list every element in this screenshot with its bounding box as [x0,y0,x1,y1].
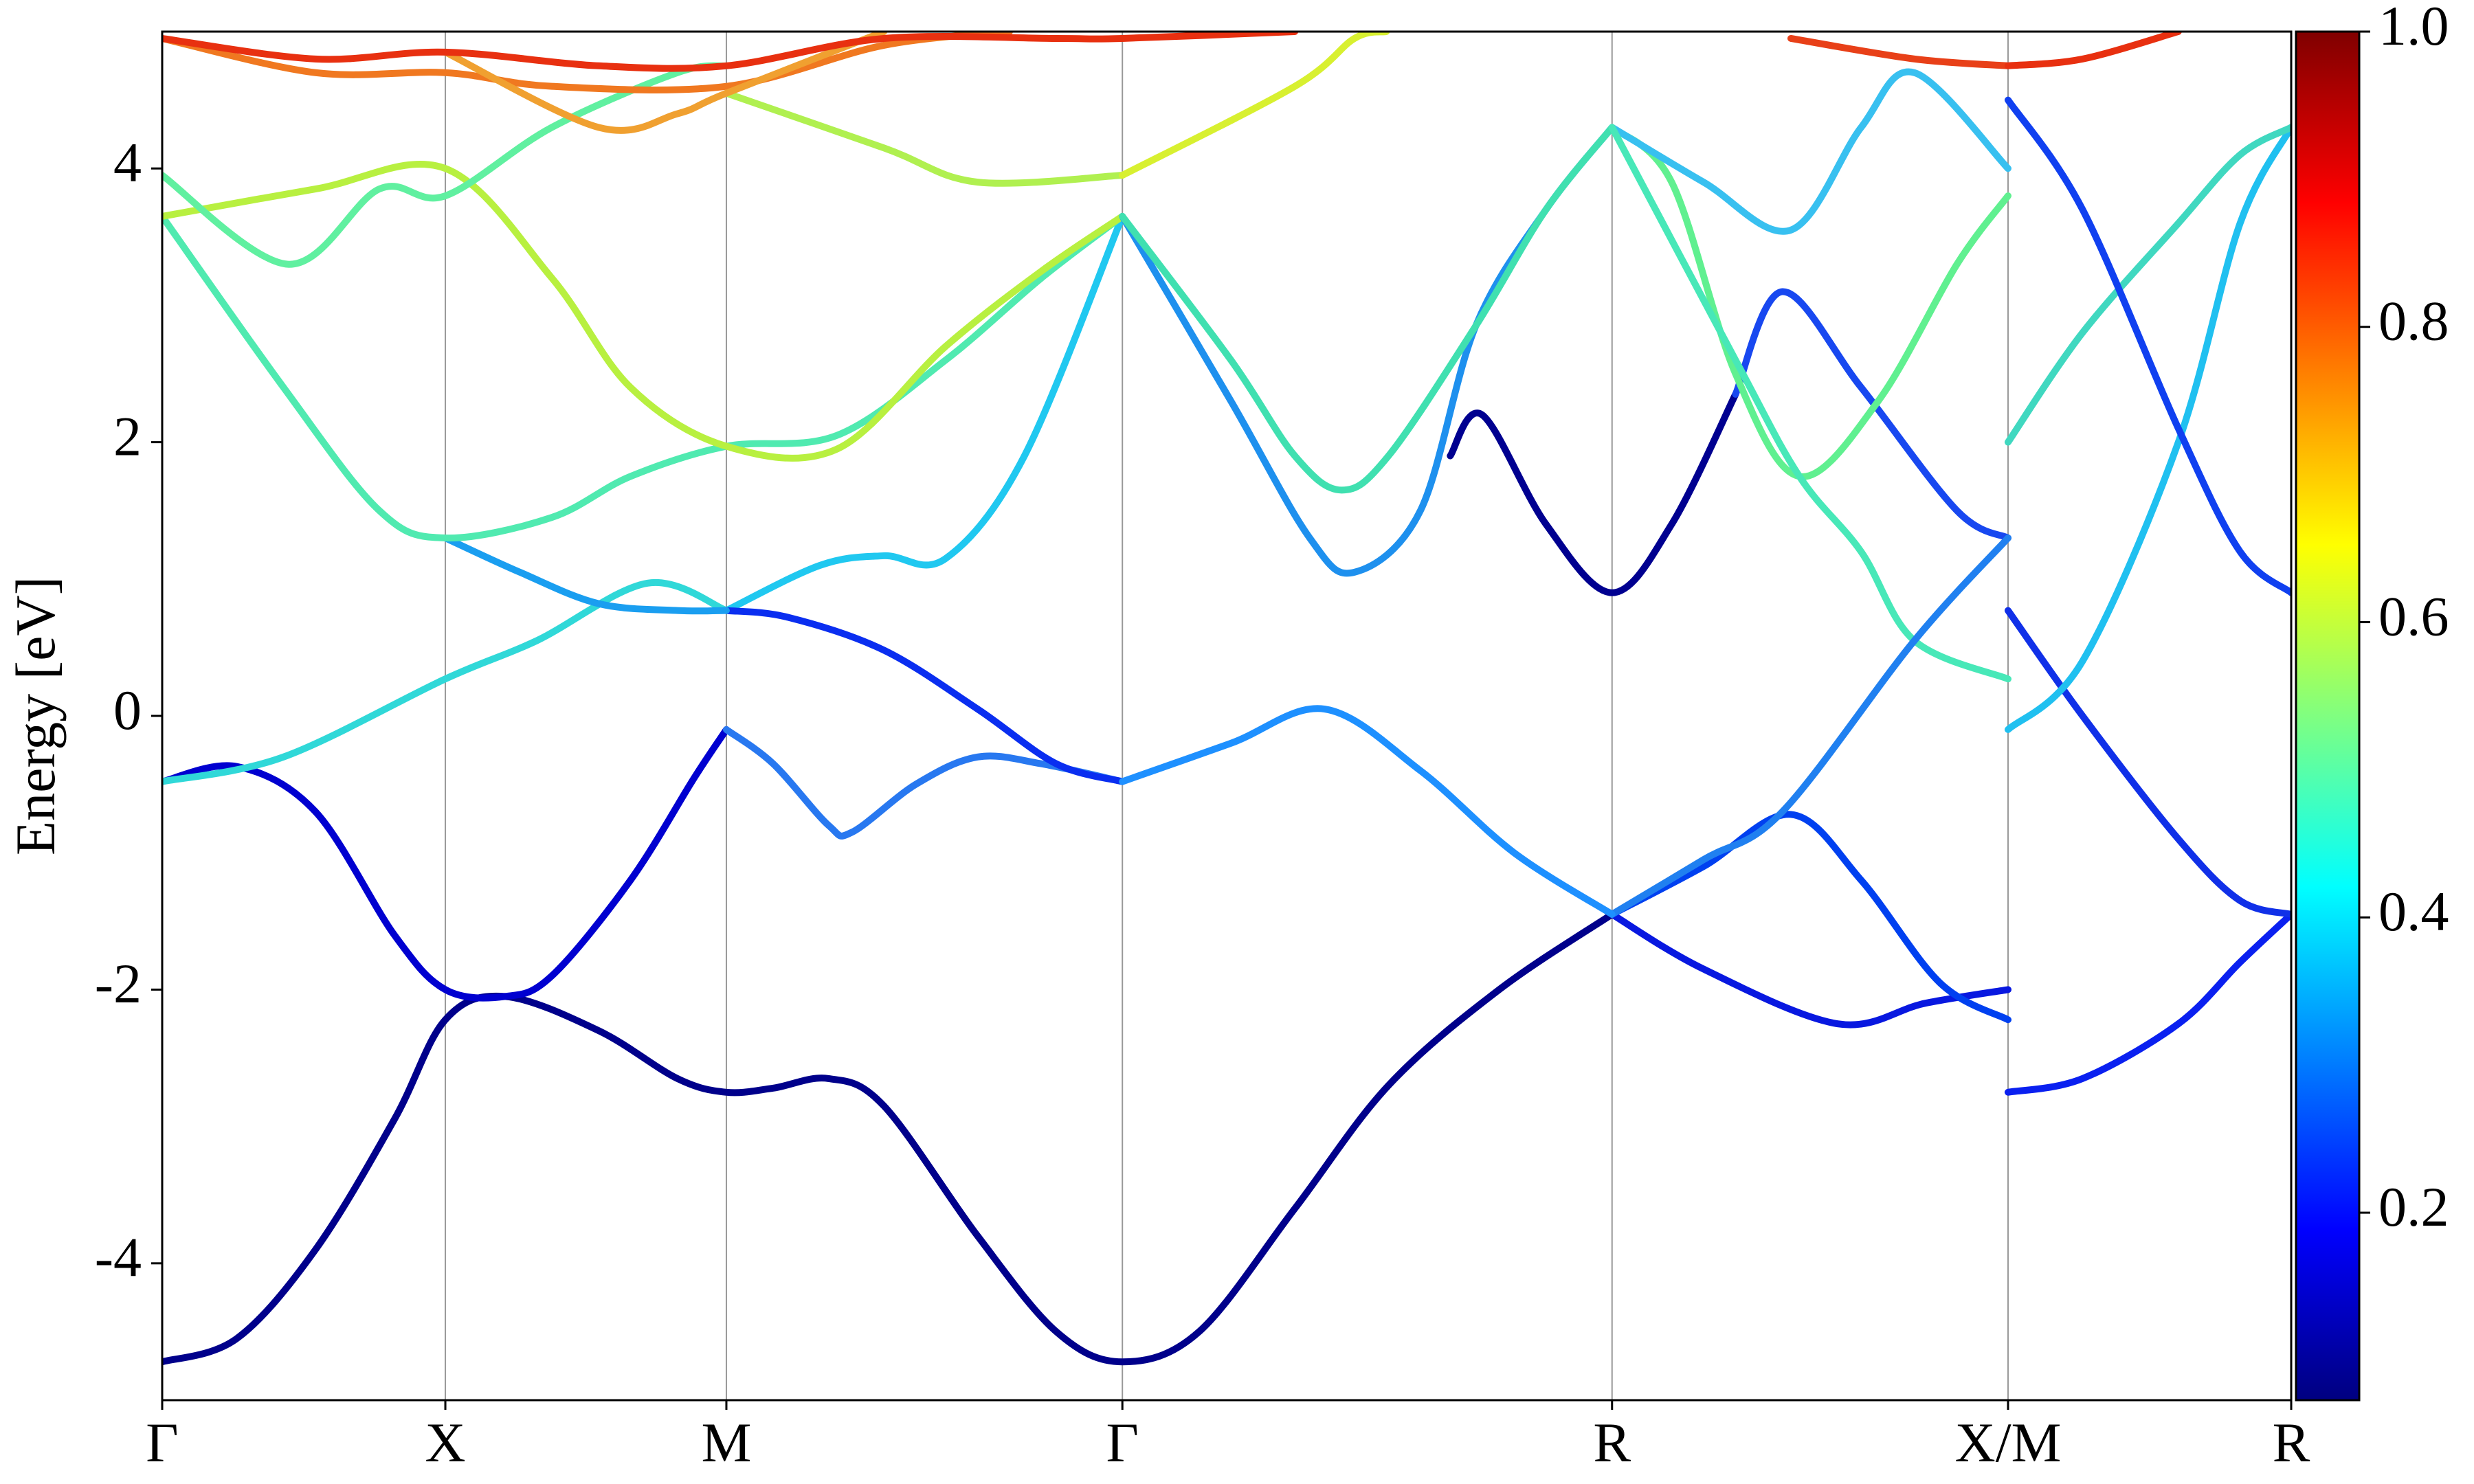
band-line [442,535,730,615]
x-tick-label: M [702,1411,752,1474]
band-line [162,160,1126,462]
y-axis-label: Energy [eV] [4,576,67,855]
band-line [1608,811,2011,1024]
y-tick-label: 2 [113,405,142,467]
band-line [1608,68,2011,235]
x-tick-label: X [425,1411,465,1474]
colorbar-tick-label: 0.4 [2378,880,2449,943]
band-line [2004,910,2291,1096]
band-line [162,32,1013,93]
band-line [1608,535,2011,918]
bands [162,32,2291,1366]
colorbar-tick-label: 1.0 [2378,0,2449,57]
band-line [162,910,1616,1366]
band-line [2004,607,2291,918]
band-line [162,578,730,785]
band-line [722,212,1126,614]
y-tick-label: -2 [95,952,142,1015]
band-line [1119,32,1390,179]
x-tick-label: X/M [1955,1411,2062,1474]
band-line [1119,705,1616,918]
band-line [722,89,1126,187]
colorbar [2295,30,2361,1402]
band-line [2004,124,2291,446]
band-line [722,726,1126,840]
band-line [162,32,1299,72]
x-tick-label: R [2273,1411,2310,1474]
band-line [1447,390,1739,596]
x-tick-label: Γ [1106,1411,1138,1474]
band-line [1119,124,1616,494]
y-tick-label: 4 [113,131,142,194]
band-line [1608,124,2011,480]
colorbar-tick-label: 0.8 [2378,290,2449,352]
band-line [442,32,888,134]
band-line [2004,32,2182,69]
axes: Γ X M Γ R X/M R -4 -2 0 2 4 0.2 0.4 0.6 0.8 1.0 [95,0,2449,1474]
colorbar-tick-label: 0.2 [2378,1176,2449,1238]
band-line [722,607,1126,785]
y-tick-label: 0 [113,679,142,741]
band-line [162,62,730,268]
band-line [1732,288,2011,542]
band-line [2004,96,2291,596]
band-line [1787,34,2011,69]
y-tick-label: -4 [95,1226,142,1289]
band-line [1608,910,2011,1028]
band-line [162,212,1126,542]
colorbar-tick-label: 0.6 [2378,585,2449,647]
band-line [2004,124,2291,733]
band-line [162,726,730,1002]
x-tick-label: R [1593,1411,1631,1474]
x-tick-label: Γ [146,1411,178,1474]
